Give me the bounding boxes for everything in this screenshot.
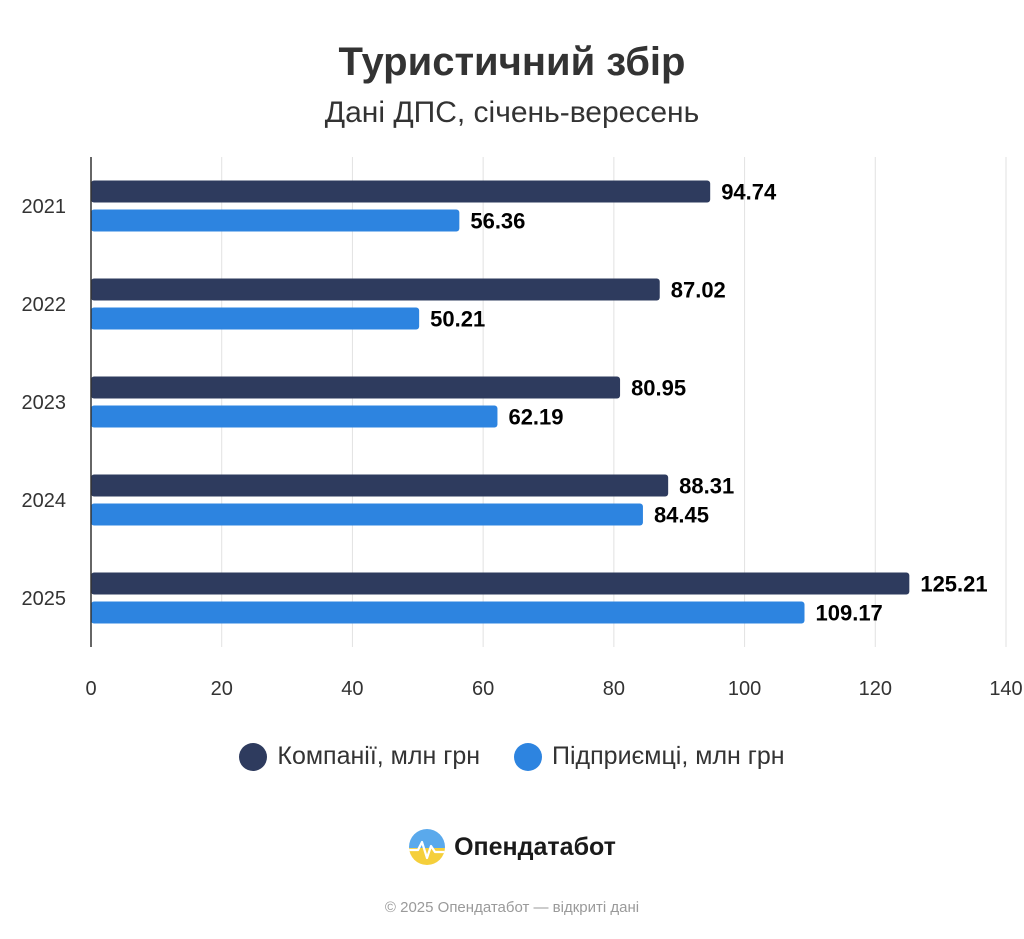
x-tick-label: 140	[989, 678, 1022, 700]
bar-companies-2024[interactable]	[91, 474, 669, 497]
data-label: 50.21	[430, 307, 485, 332]
bar-entrepreneurs-2022[interactable]	[91, 307, 420, 330]
grid-lines	[221, 157, 1007, 647]
chart-title: Туристичний збір	[338, 40, 686, 84]
data-label: 94.74	[721, 180, 777, 205]
x-tick-label: 100	[728, 678, 761, 700]
x-tick-label: 0	[85, 678, 96, 700]
x-axis: 0 20 40 60 80 100 120 140	[85, 678, 1022, 700]
bar-companies-2023[interactable]	[91, 376, 621, 399]
legend-label-entrepreneurs: Підприємці, млн грн	[552, 742, 785, 770]
legend-swatch-entrepreneurs	[514, 742, 543, 771]
legend: Компанії, млн грн Підприємці, млн грн	[0, 742, 1024, 771]
x-tick-label: 120	[859, 678, 892, 700]
legend-label-companies: Компанії, млн грн	[277, 742, 481, 770]
bar-entrepreneurs-2025[interactable]	[91, 601, 805, 624]
data-label: 80.95	[631, 376, 686, 401]
bar-entrepreneurs-2023[interactable]	[91, 405, 498, 428]
opendatabot-logo-icon	[409, 829, 446, 865]
brand-name: Опендатабот	[454, 832, 616, 861]
x-tick-label: 20	[211, 678, 233, 700]
y-tick-label: 2023	[22, 392, 67, 414]
chart-subtitle: Дані ДПС, січень-вересень	[324, 96, 700, 129]
data-label: 62.19	[508, 405, 563, 430]
y-tick-label: 2024	[22, 490, 67, 512]
bar-companies-2025[interactable]	[91, 572, 910, 595]
data-label: 109.17	[816, 601, 883, 626]
brand: Опендатабот	[0, 828, 1024, 866]
data-label: 84.45	[654, 503, 709, 528]
y-tick-label: 2022	[22, 294, 67, 316]
data-label: 88.31	[679, 474, 734, 499]
copyright: © 2025 Опендатабот — відкриті дані	[384, 899, 640, 916]
data-labels: 94.74 56.36 87.02 50.21 80.95 62.19 88.31 84.45…	[430, 180, 987, 626]
bar-companies-2022[interactable]	[91, 278, 660, 301]
bar-companies-2021[interactable]	[91, 180, 711, 203]
bar-entrepreneurs-2021[interactable]	[91, 209, 460, 232]
x-tick-label: 80	[603, 678, 625, 700]
y-axis: 2021 2022 2023 2024 2025	[22, 157, 92, 647]
legend-item-companies[interactable]: Компанії, млн грн	[239, 742, 480, 771]
bar-chart: 94.74 56.36 87.02 50.21 80.95 62.19 88.31 84.45…	[22, 157, 1023, 700]
bars	[91, 180, 910, 624]
x-tick-label: 40	[341, 678, 363, 700]
legend-item-entrepreneurs[interactable]: Підприємці, млн грн	[514, 742, 785, 771]
data-label: 87.02	[671, 278, 726, 303]
bar-entrepreneurs-2024[interactable]	[91, 503, 643, 526]
y-tick-label: 2021	[22, 196, 67, 218]
y-tick-label: 2025	[22, 588, 67, 610]
x-tick-label: 60	[472, 678, 494, 700]
data-label: 56.36	[470, 209, 525, 234]
data-label: 125.21	[920, 572, 987, 597]
legend-swatch-companies	[239, 742, 268, 771]
